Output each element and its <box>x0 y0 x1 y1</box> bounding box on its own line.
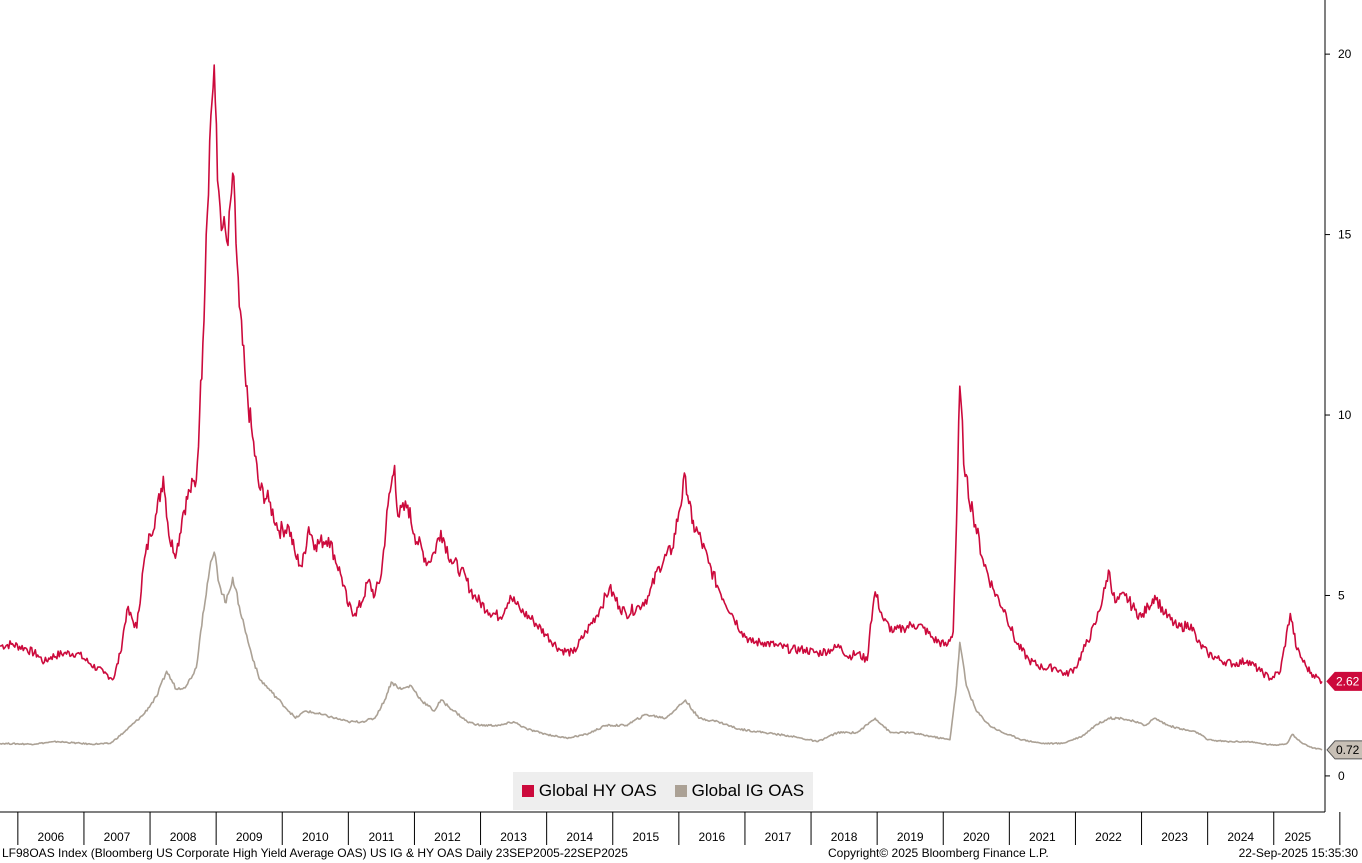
footer-timestamp: 22-Sep-2025 15:35:30 <box>1238 846 1358 860</box>
series-layer <box>0 64 1323 751</box>
footer-copyright: Copyright© 2025 Bloomberg Finance L.P. <box>828 846 1049 860</box>
x-tick-label: 2014 <box>566 830 593 844</box>
y-axis: 0 5 10 15 20 <box>1324 0 1352 812</box>
chart-legend: Global HY OAS Global IG OAS <box>513 772 813 810</box>
y-tick-label: 0 <box>1338 769 1345 783</box>
last-value-label-hy: 2.62 <box>1336 674 1360 688</box>
footer-description: LF98OAS Index (Bloomberg US Corporate Hi… <box>2 846 628 860</box>
x-tick-label: 2025 <box>1285 830 1312 844</box>
x-tick-label: 2015 <box>632 830 659 844</box>
y-tick-label: 10 <box>1338 408 1352 422</box>
x-tick-label: 2008 <box>170 830 197 844</box>
x-tick-label: 2007 <box>104 830 131 844</box>
x-tick-label: 2010 <box>302 830 329 844</box>
last-value-label-ig: 0.72 <box>1336 743 1360 757</box>
legend-swatch-ig <box>674 785 687 797</box>
x-tick-label: 2017 <box>765 830 792 844</box>
x-tick-label: 2009 <box>236 830 263 844</box>
last-value-tag-hy <box>1326 671 1362 691</box>
y-tick-label: 15 <box>1338 228 1352 242</box>
x-tick-label: 2021 <box>1029 830 1056 844</box>
last-value-tag-ig <box>1326 740 1362 760</box>
x-tick-label: 2011 <box>368 830 394 844</box>
value-tags: 2.62 0.72 <box>1326 671 1362 760</box>
legend-item-hy: Global HY OAS <box>521 781 657 801</box>
x-tick-label: 2018 <box>831 830 858 844</box>
x-tick-label: 2019 <box>897 830 924 844</box>
series-line-global-ig-oas <box>0 551 1323 751</box>
x-tick-label: 2022 <box>1095 830 1122 844</box>
series-line-global-hy-oas <box>0 64 1323 685</box>
legend-item-ig: Global IG OAS <box>674 781 805 801</box>
y-tick-label: 20 <box>1338 47 1352 61</box>
legend-swatch-hy <box>521 785 534 797</box>
x-tick-label: 2013 <box>500 830 527 844</box>
x-axis: 2006 2007 2008 2009 2010 2011 2012 2013 2014 2015… <box>0 811 1341 845</box>
x-tick-label: 2020 <box>963 830 990 844</box>
x-tick-label: 2006 <box>38 830 65 844</box>
legend-label-hy: Global HY OAS <box>538 781 657 800</box>
y-tick-label: 5 <box>1338 588 1345 602</box>
x-tick-label: 2012 <box>434 830 461 844</box>
x-tick-label: 2016 <box>699 830 726 844</box>
x-tick-label: 2024 <box>1227 830 1254 844</box>
legend-label-ig: Global IG OAS <box>691 781 805 800</box>
x-tick-label: 2023 <box>1161 830 1188 844</box>
